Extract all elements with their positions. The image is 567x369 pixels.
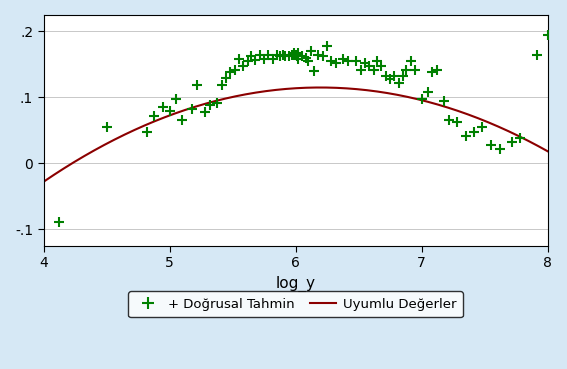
X-axis label: log_y: log_y (276, 276, 316, 292)
Legend: + Doğrusal Tahmin, Uyumlu Değerler: + Doğrusal Tahmin, Uyumlu Değerler (128, 291, 463, 317)
